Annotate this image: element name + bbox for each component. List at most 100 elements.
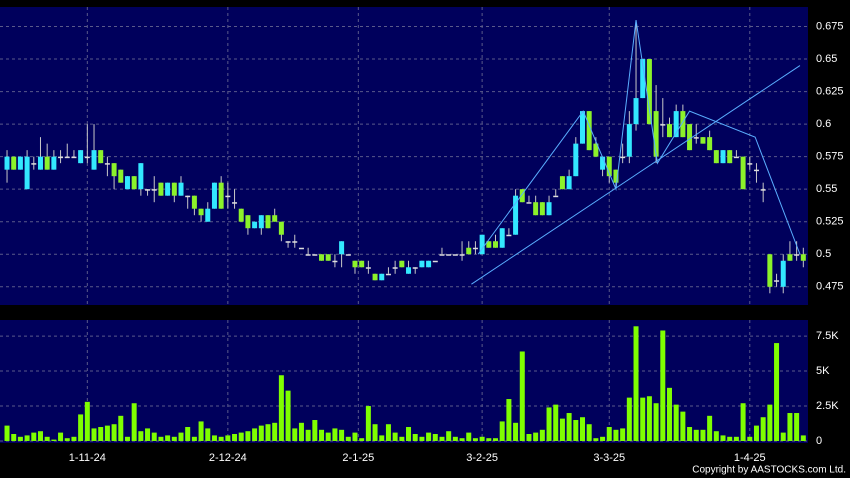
candle-body — [466, 247, 472, 255]
candle-body — [218, 182, 224, 209]
volume-bar — [365, 406, 371, 441]
volume-bar — [720, 435, 726, 441]
candle-body — [319, 254, 325, 261]
candle-body — [700, 137, 706, 144]
volume-bar — [653, 403, 659, 441]
volume-bar — [439, 436, 445, 441]
candle-body — [539, 202, 545, 216]
candle-body — [138, 163, 144, 190]
candle-body — [533, 202, 539, 216]
volume-bar — [666, 387, 672, 441]
candle-body — [178, 182, 184, 196]
candle-body — [626, 124, 632, 157]
volume-bar — [767, 404, 773, 441]
volume-bar — [452, 436, 458, 441]
candle-body — [653, 111, 659, 157]
volume-bar — [211, 435, 217, 441]
candle-body — [285, 241, 291, 243]
volume-bar — [399, 436, 405, 441]
volume-bar — [385, 424, 391, 441]
candle-body — [412, 267, 418, 269]
candle-body — [579, 111, 585, 144]
candle-body — [245, 215, 251, 229]
volume-bar — [573, 420, 579, 441]
candle-body — [747, 163, 753, 165]
volume-bar — [272, 422, 278, 441]
candle-body — [493, 241, 499, 248]
volume-bar — [472, 438, 478, 441]
volume-bar — [713, 431, 719, 441]
candle-body — [693, 137, 699, 139]
candle-body — [145, 189, 151, 191]
volume-bar — [138, 431, 144, 441]
candle-body — [439, 254, 445, 256]
y-tick-label: 0.55 — [816, 183, 837, 195]
trend-line — [471, 65, 801, 285]
candle-body — [720, 150, 726, 164]
candle-body — [392, 267, 398, 269]
volume-bar — [245, 431, 251, 441]
candle-body — [17, 156, 23, 170]
volume-bar — [359, 438, 365, 441]
volume-bar — [753, 425, 759, 441]
candle-body — [24, 156, 30, 190]
volume-bar — [426, 432, 432, 441]
candle-body — [278, 221, 284, 235]
volume-bar — [479, 436, 485, 441]
candle-body — [211, 182, 217, 209]
volume-bar — [44, 436, 50, 441]
candle-body — [707, 137, 713, 151]
candle-body — [71, 156, 77, 159]
candle-body — [345, 254, 351, 256]
volume-bar — [539, 429, 545, 441]
volume-bar — [620, 428, 626, 441]
candle-body — [613, 169, 619, 183]
volume-bar — [71, 436, 77, 441]
volume-bar — [493, 438, 499, 441]
volume-bar — [559, 418, 565, 441]
x-tick-label: 3-3-25 — [593, 452, 625, 464]
y-tick-label: 0.6 — [816, 118, 831, 130]
volume-bar — [191, 436, 197, 441]
volume-bar — [760, 417, 766, 441]
candle-body — [298, 247, 304, 250]
volume-bar — [285, 390, 291, 441]
candle-body — [640, 59, 646, 99]
volume-bar — [98, 427, 104, 441]
candle-body — [573, 143, 579, 177]
volume-bar — [613, 429, 619, 441]
volume-bar — [774, 343, 780, 441]
volume-bar — [111, 424, 117, 441]
volume-bar — [124, 436, 130, 441]
candle-body — [124, 176, 130, 190]
volume-bar — [747, 436, 753, 441]
candle-body — [740, 156, 746, 190]
candle-body — [158, 182, 164, 196]
volume-bar — [198, 421, 204, 441]
volume-bar — [298, 422, 304, 441]
candle-body — [185, 195, 191, 198]
volume-bar — [513, 422, 519, 441]
volume-bar — [459, 438, 465, 441]
volume-bar — [640, 397, 646, 441]
volume-bar — [687, 427, 693, 441]
candle-body — [446, 254, 452, 256]
candle-body — [452, 254, 458, 256]
volume-bar — [258, 425, 264, 441]
candle-body — [372, 273, 378, 281]
candle-body — [733, 156, 739, 159]
candle-body — [553, 195, 559, 198]
candle-body — [238, 208, 244, 222]
candle-body — [305, 254, 311, 256]
volume-bar — [37, 431, 43, 441]
volume-bar — [104, 425, 110, 441]
candle-body — [205, 208, 211, 222]
volume-bar — [312, 420, 318, 441]
volume-bar — [740, 403, 746, 441]
volume-bar — [700, 429, 706, 441]
candle-body — [780, 260, 786, 287]
candle-body — [58, 156, 64, 159]
volume-bar — [372, 424, 378, 441]
volume-bar — [218, 436, 224, 441]
